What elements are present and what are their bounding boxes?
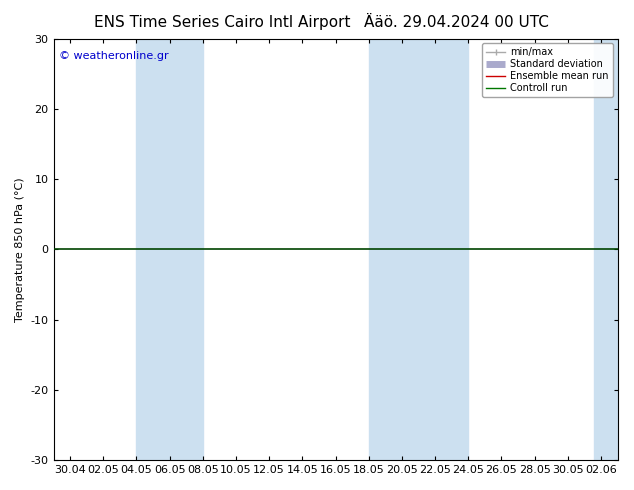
Text: ENS Time Series Cairo Intl Airport: ENS Time Series Cairo Intl Airport (94, 15, 350, 30)
Bar (594, 39, 618, 460)
Text: © weatheronline.gr: © weatheronline.gr (59, 51, 169, 61)
Bar (369, 39, 469, 460)
Bar (136, 39, 203, 460)
Legend: min/max, Standard deviation, Ensemble mean run, Controll run: min/max, Standard deviation, Ensemble me… (482, 44, 612, 97)
Text: Ääö. 29.04.2024 00 UTC: Ääö. 29.04.2024 00 UTC (364, 15, 549, 30)
Y-axis label: Temperature 850 hPa (°C): Temperature 850 hPa (°C) (15, 177, 25, 321)
